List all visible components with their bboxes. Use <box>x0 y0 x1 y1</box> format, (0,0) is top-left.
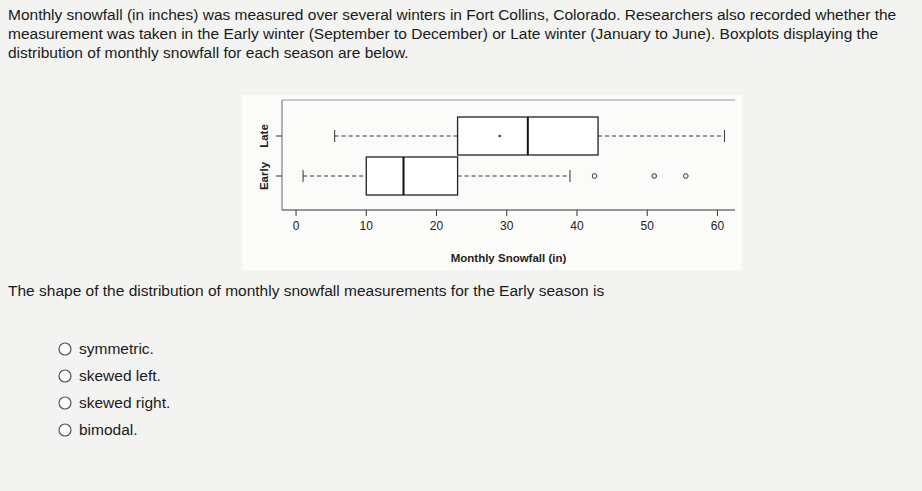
lower-whisker <box>335 136 458 137</box>
whisker-cap <box>303 170 304 182</box>
x-tick-label: 10 <box>360 219 374 233</box>
group-label: Early <box>258 161 270 190</box>
x-tick-label: 60 <box>711 219 725 233</box>
x-tick <box>436 210 437 216</box>
x-tick <box>366 210 367 216</box>
x-tick-label: 30 <box>500 219 514 233</box>
y-axis-line <box>282 100 283 210</box>
x-tick <box>296 210 297 216</box>
frame-top <box>282 100 735 101</box>
x-tick-label: 0 <box>293 219 300 233</box>
x-tick-label: 40 <box>570 219 584 233</box>
group-label: Late <box>258 124 270 148</box>
chart-background <box>242 95 742 270</box>
radio-button[interactable] <box>59 424 71 436</box>
x-axis-line <box>282 210 735 211</box>
y-tick <box>276 176 282 177</box>
x-tick <box>717 210 718 216</box>
outlier <box>684 174 689 179</box>
box <box>366 157 457 195</box>
option-text: bimodal. <box>79 421 138 438</box>
whisker-cap <box>724 130 725 142</box>
option-text: symmetric. <box>79 340 154 357</box>
header-line: Monthly snowfall (in inches) was measure… <box>8 6 896 23</box>
whisker-cap <box>569 170 570 182</box>
radio-button[interactable] <box>59 370 71 382</box>
radio-button[interactable] <box>59 397 71 409</box>
plot-area <box>303 117 724 195</box>
x-tick <box>506 210 507 216</box>
outlier <box>652 174 657 179</box>
mean <box>499 135 501 137</box>
median <box>527 117 529 155</box>
y-tick <box>276 136 282 137</box>
header-line: distribution of monthly snowfall for eac… <box>8 44 409 61</box>
x-tick <box>647 210 648 216</box>
x-tick-label: 50 <box>641 219 655 233</box>
whisker-cap <box>334 130 335 142</box>
option-text: skewed right. <box>79 394 170 411</box>
option-text: skewed left. <box>79 367 161 384</box>
box <box>458 117 598 155</box>
lower-whisker <box>303 176 366 177</box>
x-tick <box>576 210 577 216</box>
radio-button[interactable] <box>59 343 71 355</box>
upper-whisker <box>458 176 570 177</box>
x-axis-title: Monthly Snowfall (in) <box>451 252 567 264</box>
question-prompt: The shape of the distribution of monthly… <box>8 282 604 299</box>
median <box>403 157 405 195</box>
x-tick-label: 20 <box>430 219 444 233</box>
outlier <box>592 174 597 179</box>
upper-whisker <box>598 136 724 137</box>
header-line: measurement was taken in the Early winte… <box>8 25 878 42</box>
